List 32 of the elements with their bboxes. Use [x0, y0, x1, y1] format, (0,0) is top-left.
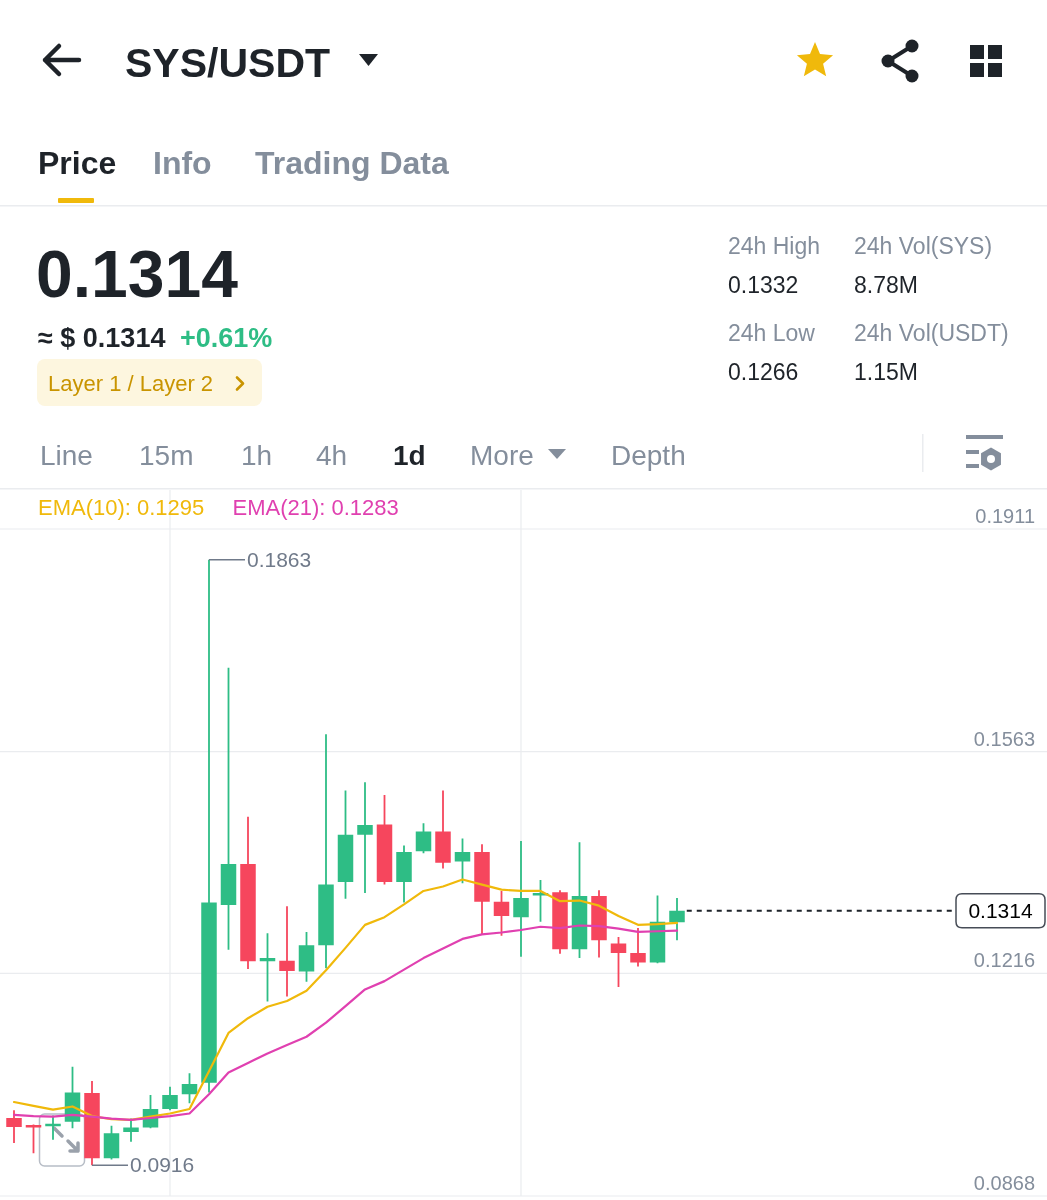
text: Trading Data: [255, 145, 450, 181]
text: EMA(21): 0.1283: [232, 495, 399, 520]
y-tick-label: 0.1911: [975, 505, 1035, 528]
ref-line-label: 0.1314: [968, 899, 1033, 923]
text: +0.61%: [180, 323, 273, 353]
text: 0.1314: [36, 237, 239, 311]
text: Info: [153, 145, 212, 181]
text: Layer 1 / Layer 2: [48, 371, 214, 396]
text: Line: [40, 440, 93, 471]
text: EMA(10): 0.1295: [38, 495, 205, 520]
text: ≈ $ 0.1314: [38, 323, 166, 353]
text: Depth: [611, 440, 686, 471]
text: Price: [38, 145, 117, 181]
text: More: [470, 440, 534, 471]
text: 1d: [393, 440, 426, 471]
annotation: 0.0916: [130, 1153, 195, 1177]
annotation: 0.1863: [247, 547, 312, 571]
chart-title: SYS/USDT: [125, 40, 331, 86]
text: 0.1332: [728, 272, 799, 298]
text: 1.15M: [854, 359, 918, 385]
text: 8.78M: [854, 272, 918, 298]
text: 24h Vol(SYS): [854, 233, 993, 259]
text: 24h High: [728, 233, 821, 259]
text: 1h: [241, 440, 273, 471]
y-tick-label: 0.0868: [973, 1172, 1035, 1194]
text: 15m: [139, 440, 194, 471]
text: 24h Low: [728, 320, 816, 346]
text: 0.1266: [728, 359, 799, 385]
y-tick-label: 0.1216: [973, 949, 1035, 972]
text: 4h: [316, 440, 348, 471]
y-tick-label: 0.1563: [973, 727, 1035, 750]
text: 24h Vol(USDT): [854, 320, 1009, 346]
